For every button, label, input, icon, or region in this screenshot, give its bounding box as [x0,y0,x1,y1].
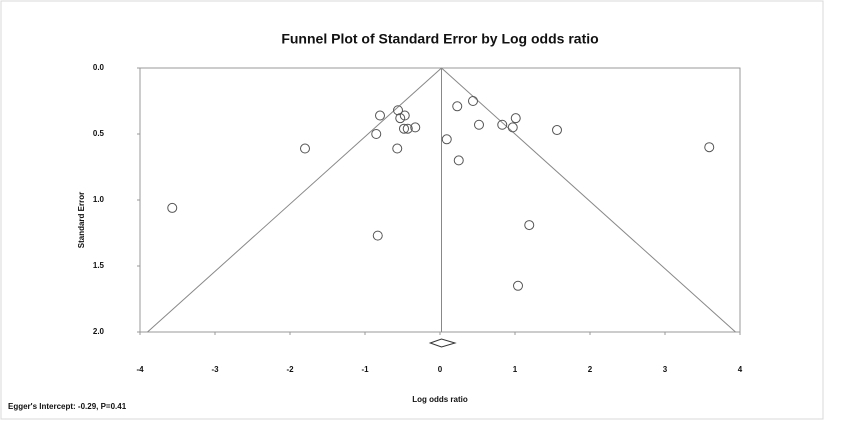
study-point [552,125,562,136]
y-tick-label: 1.0 [93,195,105,204]
study-point [524,220,535,231]
study-point [513,280,523,291]
x-tick-label: 1 [513,365,518,374]
study-point [453,155,464,166]
footnote: Egger's Intercept: -0.29, P=0.41 [8,402,127,411]
study-point [375,110,385,121]
study-point [441,134,452,145]
funnel-left [147,67,442,333]
study-point [410,122,421,133]
study-point [393,105,403,116]
frame [0,0,824,420]
study-point [510,113,521,124]
x-axis-label: Log odds ratio [412,395,468,404]
study-point [167,202,178,213]
study-point [392,143,403,154]
study-point [371,129,382,139]
x-tick-label: -1 [361,365,369,374]
y-tick-label: 2.0 [93,327,105,336]
study-point [507,122,518,133]
study-point [497,119,508,130]
x-tick-label: 2 [588,365,593,374]
summary-diamond [428,338,457,348]
x-tick-label: 3 [663,365,668,374]
y-tick-label: 1.5 [93,261,105,270]
study-point [402,123,413,134]
x-tick-label: 0 [438,365,443,374]
study-point [399,110,410,121]
study-point [399,123,409,134]
x-tick-label: -4 [136,365,144,374]
study-point [300,143,310,154]
study-point [474,119,484,130]
y-tick-label: 0.0 [93,63,105,72]
x-tick-label: -3 [211,365,219,374]
chart-title: Funnel Plot of Standard Error by Log odd… [281,31,598,47]
study-point [468,96,478,106]
y-tick-label: 0.5 [93,129,105,138]
x-tick-label: -2 [286,365,294,374]
study-point [372,230,383,241]
y-axis-label: Standard Error [77,192,86,248]
x-tick-label: 4 [738,365,743,374]
study-point [452,101,463,112]
study-point [704,142,715,153]
funnel-right [441,67,736,333]
